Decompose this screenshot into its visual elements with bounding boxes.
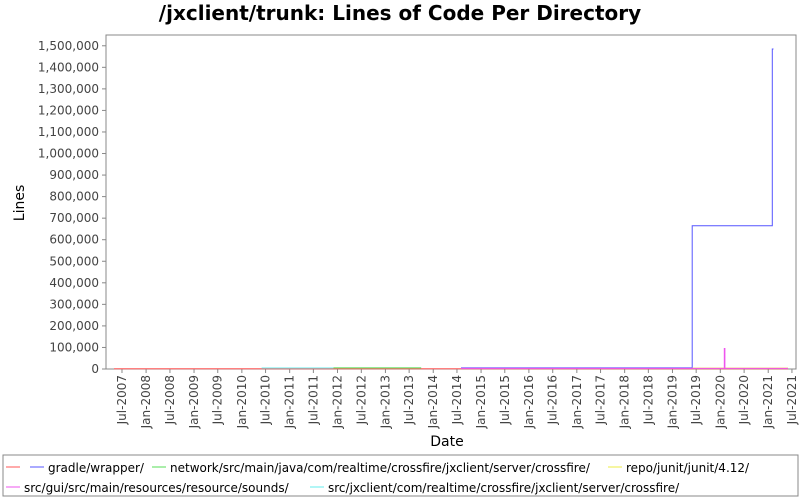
- y-tick-label: 400,000: [49, 276, 99, 290]
- x-tick-label: Jan-2013: [378, 375, 392, 429]
- y-tick-label: 1,400,000: [38, 60, 99, 74]
- x-tick-label: Jan-2015: [474, 375, 488, 429]
- x-tick-label: Jan-2018: [618, 375, 632, 429]
- y-tick-label: 900,000: [49, 168, 99, 182]
- y-tick-label: 0: [91, 362, 99, 376]
- y-tick-label: 1,300,000: [38, 82, 99, 96]
- legend-label-3: network/src/main/java/com/realtime/cross…: [170, 461, 591, 475]
- legend-label-5: src/gui/src/main/resources/resource/soun…: [24, 481, 290, 495]
- x-tick-label: Jul-2009: [211, 375, 225, 425]
- x-tick-label: Jan-2009: [187, 375, 201, 429]
- x-tick-label: Jul-2010: [259, 375, 273, 425]
- x-tick-label: Jul-2016: [546, 375, 560, 425]
- x-tick-label: Jul-2011: [306, 375, 320, 425]
- y-tick-label: 1,100,000: [38, 125, 99, 139]
- x-tick-label: Jul-2012: [354, 375, 368, 425]
- x-tick-label: Jan-2008: [139, 375, 153, 429]
- x-axis: Jul-2007 Jan-2008 Jul-2008 Jan-2009 Jul-2009…: [115, 369, 799, 429]
- y-tick-label: 700,000: [49, 211, 99, 225]
- x-tick-label: Jul-2019: [689, 375, 703, 425]
- y-tick-label: 300,000: [49, 297, 99, 311]
- y-tick-label: 1,200,000: [38, 103, 99, 117]
- x-tick-label: Jul-2007: [115, 375, 129, 425]
- y-tick-label: 600,000: [49, 233, 99, 247]
- x-tick-label: Jan-2011: [283, 375, 297, 429]
- x-tick-label: Jan-2010: [235, 375, 249, 429]
- x-tick-label: Jul-2021: [785, 375, 799, 425]
- x-tick-label: Jul-2015: [498, 375, 512, 425]
- series-lines: [114, 48, 788, 370]
- x-tick-label: Jul-2020: [737, 375, 751, 425]
- x-tick-label: Jul-2013: [402, 375, 416, 425]
- x-tick-label: Jul-2008: [163, 375, 177, 425]
- legend-box: [2, 454, 799, 497]
- x-tick-label: Jan-2021: [761, 375, 775, 429]
- series-line-5: [461, 348, 788, 369]
- x-tick-label: Jan-2019: [665, 375, 679, 429]
- x-tick-label: Jul-2018: [641, 375, 655, 425]
- legend-label-4: repo/junit/junit/4.12/: [626, 461, 750, 475]
- x-tick-label: Jan-2020: [713, 375, 727, 429]
- y-tick-label: 100,000: [49, 340, 99, 354]
- x-tick-label: Jul-2017: [594, 375, 608, 425]
- y-tick-label: 1,500,000: [38, 39, 99, 53]
- y-axis: 0 100,000 200,000 300,000 400,000 500,000 600,…: [38, 39, 106, 376]
- y-tick-label: 1,000,000: [38, 147, 99, 161]
- x-tick-label: Jan-2012: [330, 375, 344, 429]
- x-tick-label: Jan-2016: [522, 375, 536, 429]
- legend-label-2: gradle/wrapper/: [48, 461, 145, 475]
- chart-title: /jxclient/trunk: Lines of Code Per Direc…: [159, 1, 641, 25]
- x-tick-label: Jan-2014: [426, 375, 440, 429]
- x-tick-label: Jul-2014: [450, 375, 464, 425]
- x-axis-label: Date: [430, 434, 463, 450]
- y-tick-label: 200,000: [49, 319, 99, 333]
- x-tick-label: Jan-2017: [570, 375, 584, 429]
- y-axis-label: Lines: [12, 185, 28, 221]
- y-tick-label: 500,000: [49, 254, 99, 268]
- legend-label-6: src/jxclient/com/realtime/crossfire/jxcl…: [328, 481, 680, 495]
- plot-area: [105, 34, 797, 370]
- y-tick-label: 800,000: [49, 190, 99, 204]
- legend: gradle/wrapper/network/src/main/java/com…: [6, 461, 750, 495]
